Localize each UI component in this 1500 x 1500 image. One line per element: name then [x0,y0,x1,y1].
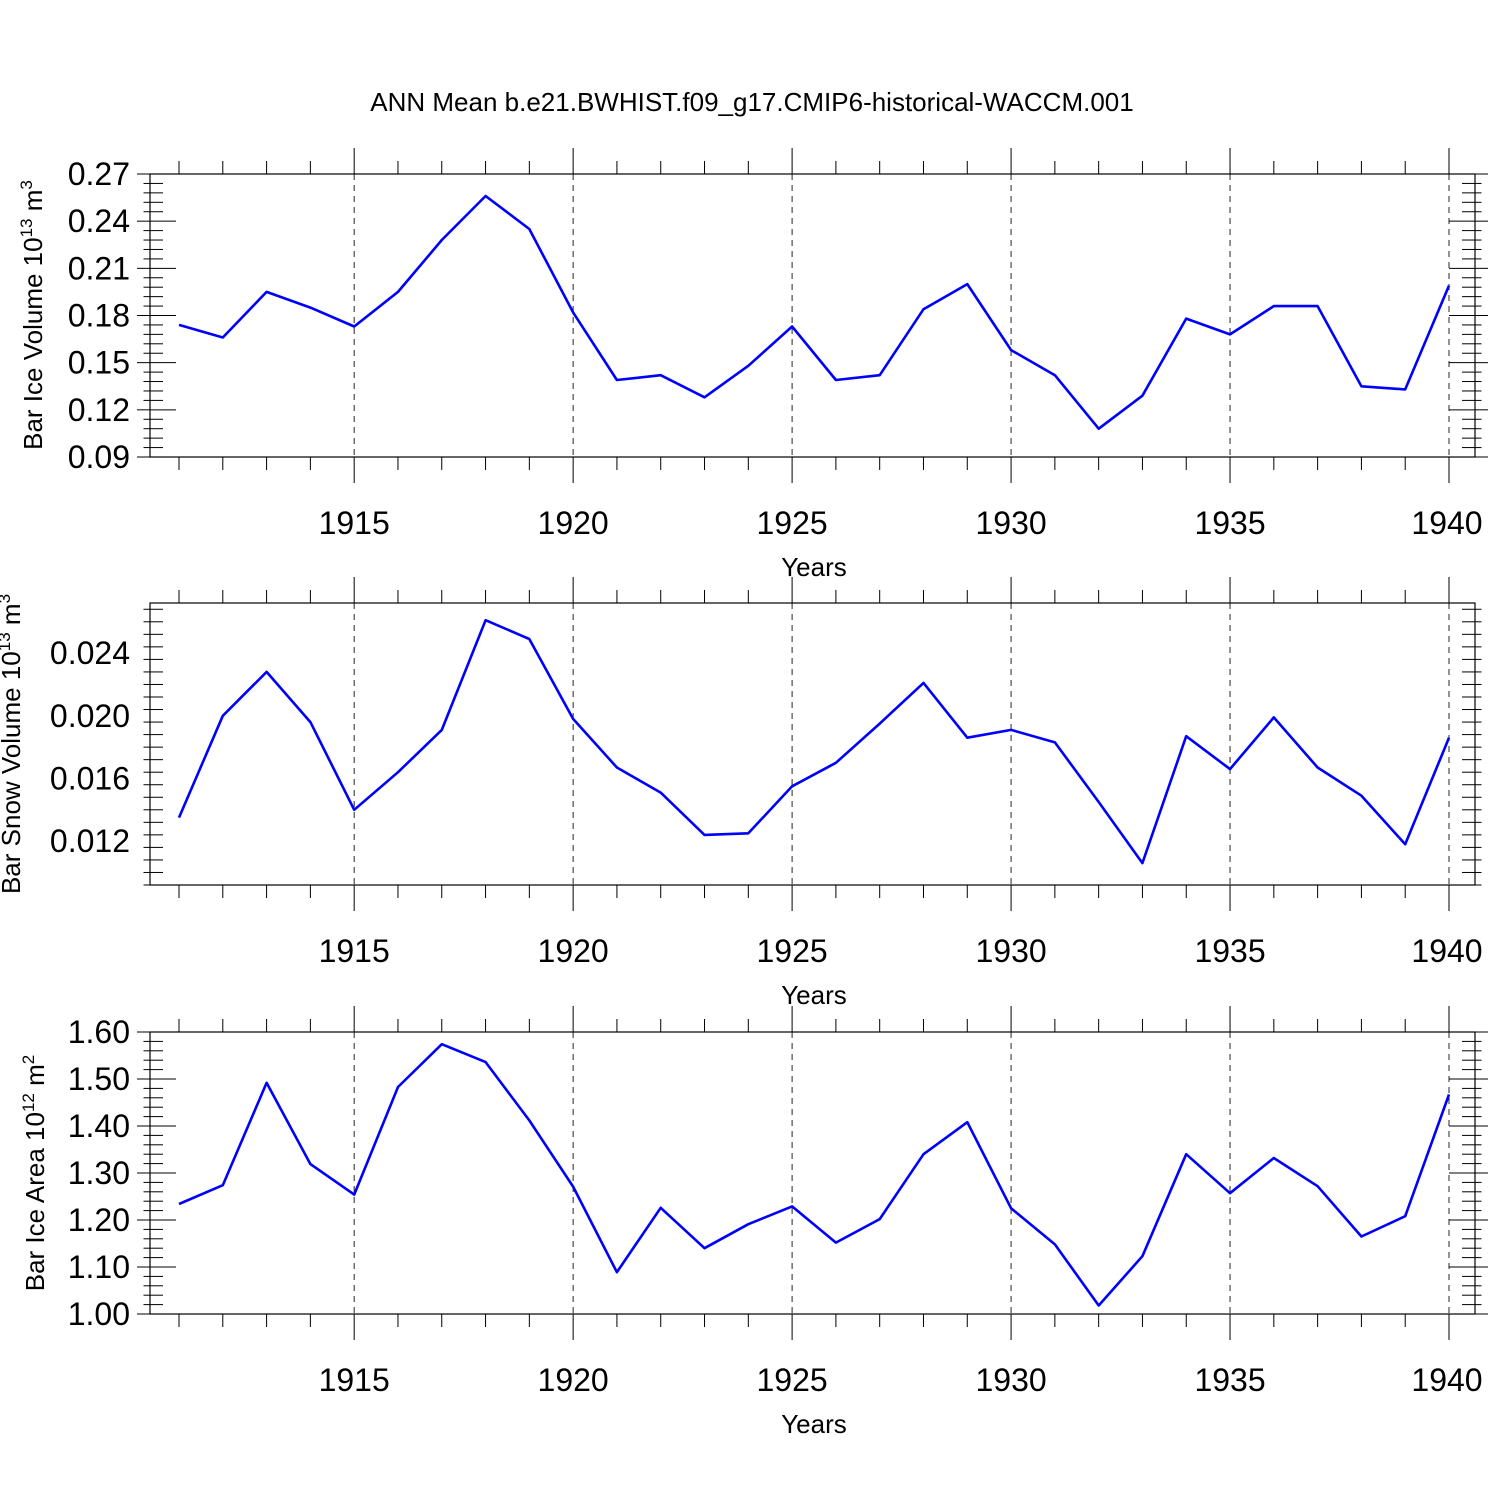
x-tick-label: 1920 [538,933,609,969]
y-tick-label: 0.016 [50,760,130,796]
x-tick-label: 1925 [757,505,828,541]
y-axis-label-text: Bar Ice Volume 10 [18,237,48,449]
y-tick-label: 0.27 [68,156,130,192]
y-tick-label: 0.012 [50,823,130,859]
plot-frame [149,602,1476,886]
plot-frame [149,1031,1476,1315]
x-tick-label: 1930 [975,505,1046,541]
panel-2: 0.012 0.016 0.020 0.024 1915 1920 1925 1930 1935… [0,577,1483,1010]
y-tick-label: 1.10 [68,1249,130,1285]
x-tick-label: 1920 [538,505,609,541]
panel-1: 0.09 0.12 0.15 0.18 0.21 0.24 0.27 1915 1920 1925… [17,148,1488,582]
chart-title: ANN Mean b.e21.BWHIST.f09_g17.CMIP6-hist… [370,87,1133,117]
y-axis-label-unit-exponent: 2 [19,1055,38,1064]
x-tick-label: 1915 [319,933,390,969]
y-tick-label: 1.00 [68,1296,130,1332]
y-tick-label: 0.15 [68,345,130,381]
y-axis-label-exponent: 12 [19,1093,38,1112]
y-axis-label-unit: m [0,603,26,632]
y-axis-label: Bar Ice Volume 1013 m3 [17,180,48,450]
y-tick-label: 1.40 [68,1108,130,1144]
x-axis-label: Years [781,1409,847,1439]
y-tick-label: 0.09 [68,439,130,475]
x-tick-label: 1920 [538,1362,609,1398]
plot-frame [149,173,1476,458]
y-axis-label-unit: m [20,1064,50,1093]
x-tick-label: 1915 [319,505,390,541]
y-axis-label-exponent: 13 [0,632,14,651]
panel-3: 1.00 1.10 1.20 1.30 1.40 1.50 1.60 1915 1920 1925… [19,1006,1488,1439]
x-tick-label: 1925 [757,1362,828,1398]
y-axis-label-unit-exponent: 3 [0,594,14,603]
x-tick-label: 1930 [975,933,1046,969]
series-line [178,1042,1451,1307]
series-line [178,194,1451,431]
x-tick-label: 1935 [1194,505,1265,541]
y-tick-label: 1.60 [68,1014,130,1050]
x-tick-label: 1915 [319,1362,390,1398]
x-tick-label: 1940 [1411,1362,1482,1398]
y-axis-label-unit: m [18,190,48,219]
y-tick-label: 0.21 [68,250,130,286]
y-tick-label: 1.30 [68,1155,130,1191]
y-axis-label: Bar Ice Area 1012 m2 [19,1055,50,1292]
y-tick-label: 0.020 [50,698,130,734]
y-axis-label-exponent: 13 [17,218,36,237]
y-tick-label: 0.024 [50,635,130,671]
x-axis-label: Years [781,980,847,1010]
x-axis-label: Years [781,552,847,582]
x-tick-label: 1930 [975,1362,1046,1398]
y-tick-label: 1.20 [68,1202,130,1238]
y-tick-label: 0.12 [68,392,130,428]
x-tick-label: 1940 [1411,505,1482,541]
y-axis-label-text: Bar Snow Volume 10 [0,651,26,894]
y-axis-label-text: Bar Ice Area 10 [20,1112,50,1291]
x-tick-label: 1925 [757,933,828,969]
y-axis-label-unit-exponent: 3 [17,180,36,189]
x-tick-label: 1935 [1194,933,1265,969]
x-tick-label: 1940 [1411,933,1482,969]
series-line [177,618,1451,865]
x-tick-label: 1935 [1194,1362,1265,1398]
y-tick-label: 1.50 [68,1061,130,1097]
y-axis-label: Bar Snow Volume 1013 m3 [0,594,26,894]
y-tick-label: 0.24 [68,203,130,239]
y-tick-label: 0.18 [68,298,130,334]
